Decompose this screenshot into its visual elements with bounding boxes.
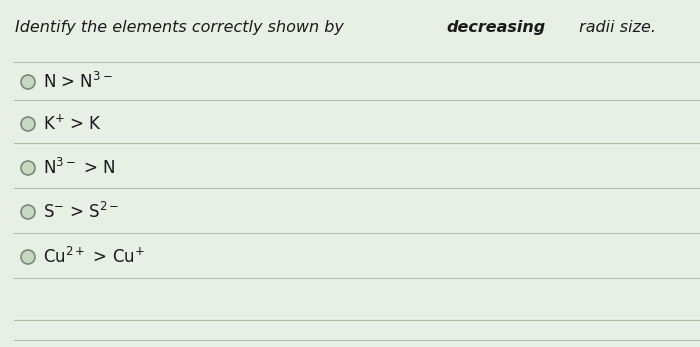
Text: Cu$^{2+}$ > Cu$^{+}$: Cu$^{2+}$ > Cu$^{+}$ — [43, 247, 145, 267]
Circle shape — [21, 250, 35, 264]
Text: N$^{3-}$ > N: N$^{3-}$ > N — [43, 158, 115, 178]
Circle shape — [21, 205, 35, 219]
Text: radii size.: radii size. — [574, 20, 656, 35]
Circle shape — [21, 161, 35, 175]
Text: K$^{+}$ > K: K$^{+}$ > K — [43, 115, 102, 134]
Circle shape — [21, 117, 35, 131]
Circle shape — [21, 75, 35, 89]
Text: decreasing: decreasing — [446, 20, 545, 35]
Text: S$^{-}$ > S$^{2-}$: S$^{-}$ > S$^{2-}$ — [43, 202, 120, 222]
Text: N > N$^{3-}$: N > N$^{3-}$ — [43, 72, 113, 92]
Text: Identify the elements correctly shown by: Identify the elements correctly shown by — [15, 20, 349, 35]
